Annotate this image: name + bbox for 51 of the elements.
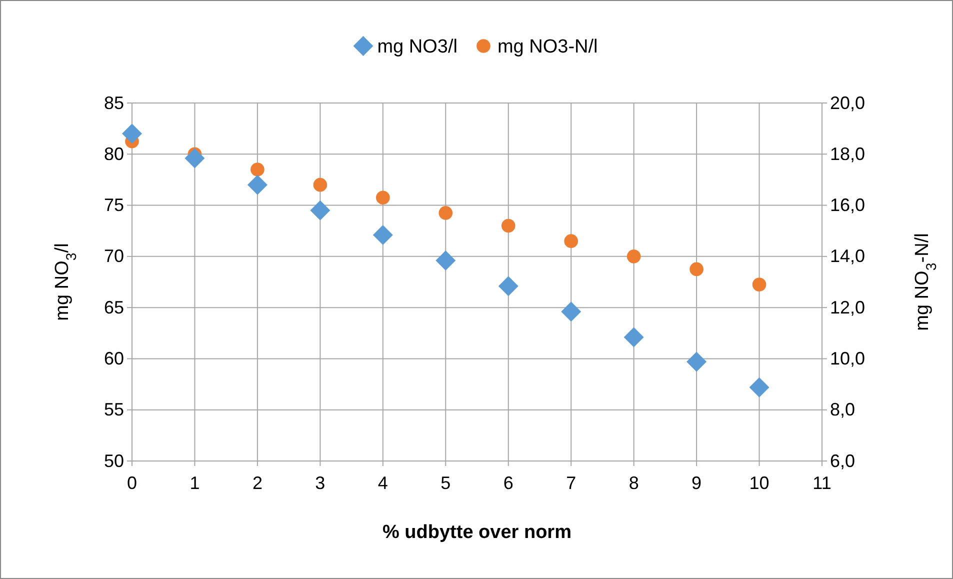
point <box>498 276 518 296</box>
x-tick-label: 4 <box>378 472 388 493</box>
y2-tick-label: 16,0 <box>830 195 866 216</box>
y2-tick-label: 18,0 <box>830 144 866 164</box>
y2-tick-label: 14,0 <box>830 246 866 266</box>
point <box>690 262 704 276</box>
y2-tick-label: 10,0 <box>830 348 866 368</box>
point <box>122 124 142 144</box>
point <box>501 218 516 233</box>
point <box>247 174 268 195</box>
x-tick-label: 11 <box>812 472 832 493</box>
x-tick-label: 3 <box>315 472 326 493</box>
x-tick-label: 10 <box>749 472 770 493</box>
x-tick-label: 9 <box>692 472 702 493</box>
point <box>376 190 390 205</box>
point <box>372 224 393 245</box>
point <box>184 148 205 168</box>
x-tick-label: 1 <box>190 472 200 493</box>
y2-tick-label: 6,0 <box>830 450 856 471</box>
x-tick-label: 7 <box>566 472 576 493</box>
y2-tick-label: 12,0 <box>830 297 866 318</box>
legend-label: mg NO3/l <box>377 36 458 58</box>
point <box>250 162 264 176</box>
x-tick-label: 0 <box>126 472 138 493</box>
y-tick-label: 80 <box>104 144 124 164</box>
point <box>564 234 578 248</box>
point <box>436 250 456 271</box>
point <box>624 327 644 348</box>
point <box>686 352 707 372</box>
x-axis-title: % udbytte over norm <box>382 522 572 543</box>
point <box>626 250 641 264</box>
point <box>310 200 330 220</box>
y2-tick-label: 8,0 <box>830 400 856 420</box>
x-tick-label: 5 <box>440 472 451 493</box>
point <box>313 178 328 192</box>
y2-tick-label: 20,0 <box>830 92 866 113</box>
legend-label: mg NO3-N/l <box>497 36 598 58</box>
point <box>438 206 453 220</box>
x-tick-label: 6 <box>503 472 514 493</box>
point <box>752 278 766 292</box>
y-tick-label: 55 <box>104 400 124 420</box>
point <box>749 377 770 398</box>
y-tick-label: 70 <box>104 246 124 266</box>
y-tick-label: 50 <box>104 450 124 471</box>
x-tick-label: 8 <box>628 472 639 493</box>
y-tick-label: 60 <box>104 348 124 368</box>
y-tick-label: 65 <box>104 297 124 318</box>
y-tick-label: 75 <box>104 195 124 216</box>
y-tick-label: 85 <box>104 92 124 113</box>
point <box>561 302 582 322</box>
x-tick-label: 2 <box>252 472 262 493</box>
